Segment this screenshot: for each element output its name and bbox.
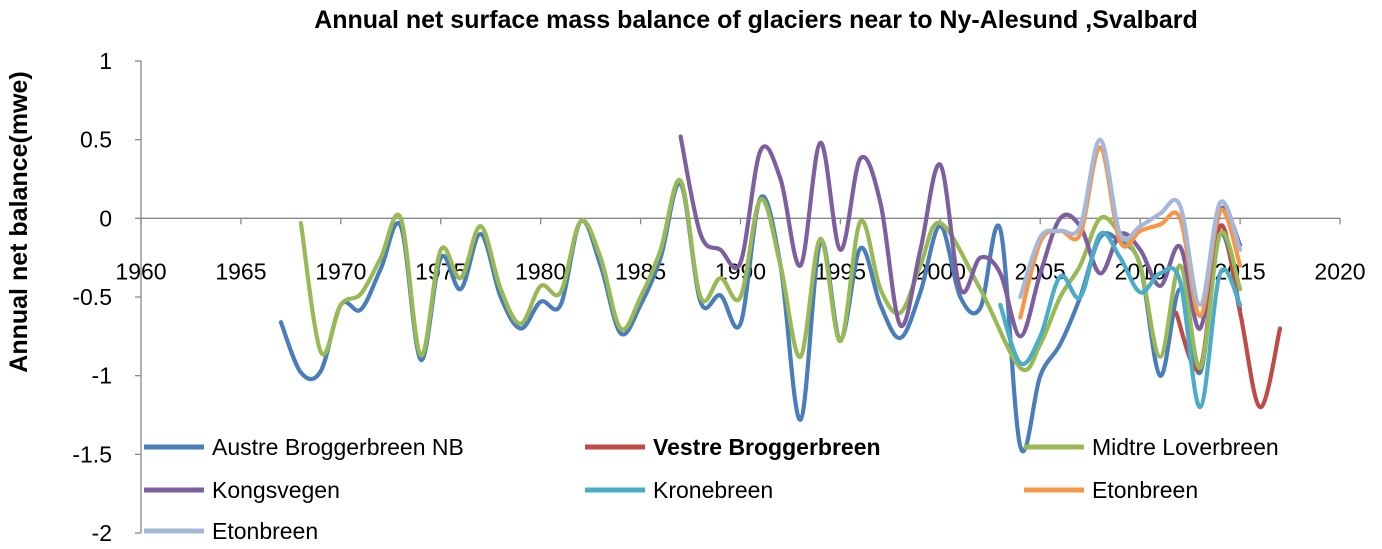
legend-label: Vestre Broggerbreen (653, 434, 881, 460)
x-tick-label: 1970 (315, 258, 366, 284)
y-tick-label: -1 (92, 363, 112, 389)
legend-label: Austre Broggerbreen NB (212, 434, 464, 460)
legend-label: Kongsvegen (212, 477, 340, 503)
legend-label: Etonbreen (1092, 477, 1198, 503)
legend-label: Kronebreen (653, 477, 773, 503)
legend-item-5: Kronebreen (585, 477, 773, 503)
series-line-3 (298, 177, 1243, 373)
legend-item-7: Etonbreen (144, 518, 318, 544)
series-line-5 (998, 230, 1243, 410)
x-tick-label: 1995 (815, 258, 866, 284)
y-axis-label: Annual net balance(mwe) (5, 71, 33, 372)
y-tick-label: 1 (99, 48, 112, 74)
x-tick-label: 1960 (115, 258, 166, 284)
y-tick-label: -0.5 (72, 284, 112, 310)
legend-item-6: Etonbreen (1024, 477, 1198, 503)
series-line-4 (678, 134, 1243, 339)
y-tick-label: -1.5 (72, 441, 112, 467)
legend-item-4: Kongsvegen (144, 477, 340, 503)
y-tick-label: 0.5 (80, 127, 112, 153)
legend-label: Etonbreen (212, 518, 318, 544)
legend-label: Midtre Loverbreen (1092, 434, 1279, 460)
legend-item-1: Austre Broggerbreen NB (144, 434, 464, 460)
x-tick-label: 1965 (215, 258, 266, 284)
legend-item-2: Vestre Broggerbreen (585, 434, 881, 460)
legend-item-3: Midtre Loverbreen (1024, 434, 1279, 460)
y-tick-label: 0 (99, 205, 112, 231)
chart-title: Annual net surface mass balance of glaci… (314, 6, 1198, 34)
legend: Austre Broggerbreen NB Vestre Broggerbree… (144, 434, 1279, 544)
x-tick-label: 1980 (515, 258, 566, 284)
series-line-7 (1018, 137, 1243, 308)
x-tick-label: 2020 (1314, 258, 1365, 284)
y-tick-label: -2 (92, 520, 112, 546)
